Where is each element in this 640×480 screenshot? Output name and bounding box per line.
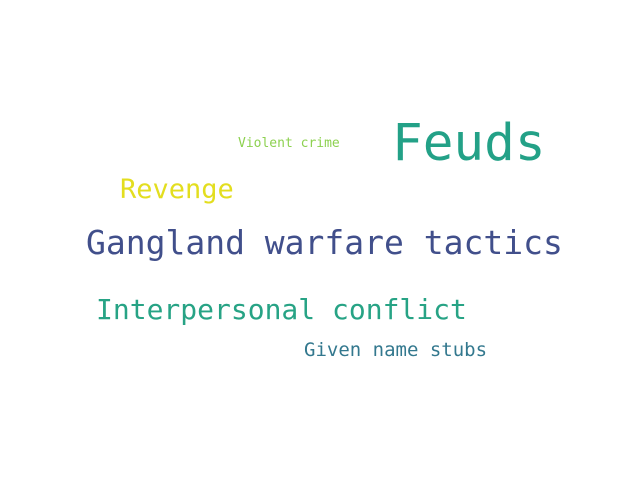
word-revenge: Revenge (120, 174, 234, 205)
word-interpersonal-conflict: Interpersonal conflict (96, 293, 467, 326)
word-gangland-warfare-tactics: Gangland warfare tactics (86, 223, 563, 262)
word-violent-crime: Violent crime (238, 136, 340, 151)
word-given-name-stubs: Given name stubs (304, 339, 488, 361)
word-feuds: Feuds (392, 114, 546, 173)
